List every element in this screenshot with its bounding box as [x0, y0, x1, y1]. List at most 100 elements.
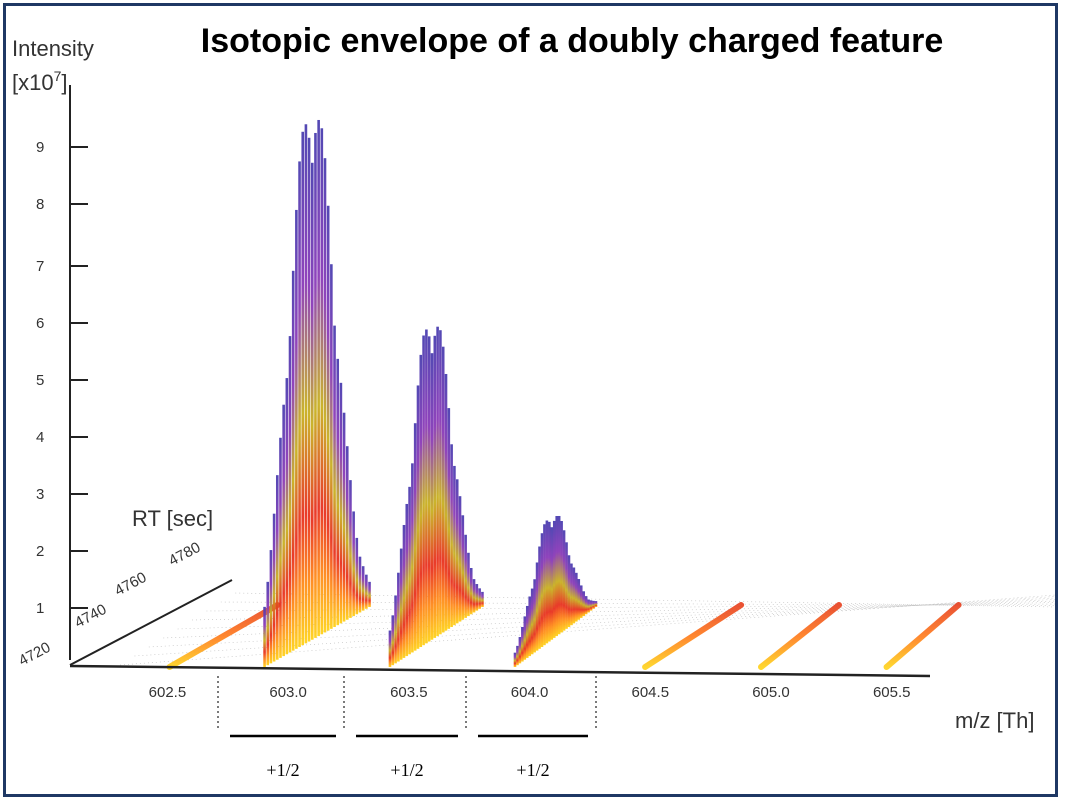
- peak-spike: [333, 325, 336, 627]
- peak-spike: [481, 591, 484, 607]
- peak-spike: [314, 132, 317, 638]
- peak-spike: [275, 475, 279, 660]
- peak-spike: [439, 330, 442, 635]
- peak-spike: [397, 572, 400, 662]
- grid-line: [119, 594, 1056, 666]
- x-tick-label: 603.0: [269, 684, 307, 701]
- x-tick-label: 605.5: [873, 684, 911, 701]
- peak-trace: [758, 602, 842, 670]
- peak-spike: [330, 264, 333, 629]
- peak-spike: [427, 336, 431, 642]
- peak-spike: [447, 408, 451, 629]
- peak-spike: [552, 520, 556, 638]
- peak-spike: [589, 600, 593, 611]
- peak-spike: [453, 465, 456, 626]
- peak-spike: [422, 335, 425, 646]
- z-axis-unit-open: [x10: [12, 70, 54, 95]
- peak-spike: [557, 515, 561, 635]
- peak-spike: [516, 645, 519, 666]
- peak-spike: [433, 335, 437, 638]
- peak-spike: [361, 566, 365, 611]
- grid-line: [134, 596, 1056, 657]
- spacing-label: +1/2: [266, 760, 299, 780]
- peak-spike: [342, 412, 346, 622]
- x-axis-label: m/z [Th]: [955, 708, 1034, 733]
- peak-spike: [525, 605, 529, 658]
- peak-spike: [310, 162, 314, 640]
- peak-spike: [535, 562, 539, 651]
- peak-spike: [562, 530, 566, 631]
- peak-spike: [567, 555, 571, 627]
- peak-spike: [416, 385, 420, 649]
- peak-spike: [587, 599, 590, 613]
- z-axis-unit: [x107]: [12, 68, 68, 95]
- x-tick-label: 604.0: [511, 684, 549, 701]
- peak-spike: [288, 336, 292, 653]
- rt-axis-label: RT [sec]: [132, 506, 213, 531]
- peak-spike: [411, 463, 414, 653]
- peak-spike: [279, 437, 282, 658]
- peak-spike: [478, 588, 481, 609]
- peak-spike: [577, 579, 581, 620]
- peak-spike: [555, 516, 559, 637]
- peak-spike: [550, 527, 554, 640]
- peak-spike: [538, 546, 541, 649]
- rt-axis-line: [69, 579, 233, 666]
- peak-spike: [458, 496, 462, 622]
- peak-spike: [543, 524, 546, 646]
- z-tick-label: 2: [36, 543, 44, 560]
- peak-spike: [269, 550, 273, 664]
- peak-spike: [336, 358, 340, 626]
- peak-spike: [355, 537, 359, 615]
- peak-spike: [436, 326, 439, 637]
- peak-spike: [575, 572, 578, 622]
- peak-spike: [326, 205, 330, 631]
- peak-spike: [272, 513, 276, 662]
- peak-spike: [441, 346, 445, 633]
- peak-spike: [304, 124, 308, 644]
- peak-spike: [472, 579, 476, 613]
- peak-spike: [533, 579, 536, 653]
- peak-spike: [317, 119, 320, 637]
- z-axis-label: Intensity: [12, 36, 94, 61]
- peak-spike: [365, 574, 368, 609]
- peak-spike: [298, 161, 301, 647]
- peak-spike: [345, 446, 349, 620]
- peak-spike: [455, 479, 459, 624]
- peak-spike: [339, 382, 343, 624]
- peak-spike: [352, 511, 355, 617]
- peak-spike: [548, 521, 551, 642]
- z-tick-label: 8: [36, 196, 44, 213]
- peak-spike: [408, 486, 411, 655]
- peak-spike: [528, 596, 532, 657]
- peak-spike: [307, 137, 311, 642]
- x-ticks: 602.5 603.0 603.5 604.0 604.5 605.0 605.5: [149, 684, 911, 701]
- peak-spike: [582, 591, 585, 617]
- z-axis-unit-exponent: 7: [54, 68, 62, 84]
- peak-spike: [594, 601, 598, 607]
- peak-spike: [320, 128, 324, 635]
- peak-spike: [540, 533, 544, 647]
- peak-spike: [521, 627, 524, 662]
- z-axis-unit-close: ]: [61, 70, 67, 95]
- peak-spike: [282, 404, 285, 657]
- peak-spike: [565, 542, 568, 629]
- peak-spike: [450, 444, 453, 627]
- z-tick-label: 3: [36, 486, 44, 503]
- x-axis-line: [69, 664, 931, 678]
- x-tick-label: 605.0: [752, 684, 790, 701]
- peak-spike: [399, 548, 403, 660]
- peak-spike: [592, 600, 595, 609]
- z-tick-label: 9: [36, 139, 44, 156]
- peak-spike: [295, 209, 298, 649]
- peak-trace: [642, 602, 745, 670]
- peak-spike: [358, 556, 362, 613]
- peak-spike: [475, 584, 479, 611]
- peak-spike: [572, 567, 576, 624]
- z-tick-label: 7: [36, 258, 44, 275]
- z-tick-label: 1: [36, 600, 44, 617]
- peak-spike: [301, 131, 305, 646]
- x-tick-label: 602.5: [149, 684, 187, 701]
- peak-spike: [368, 581, 371, 607]
